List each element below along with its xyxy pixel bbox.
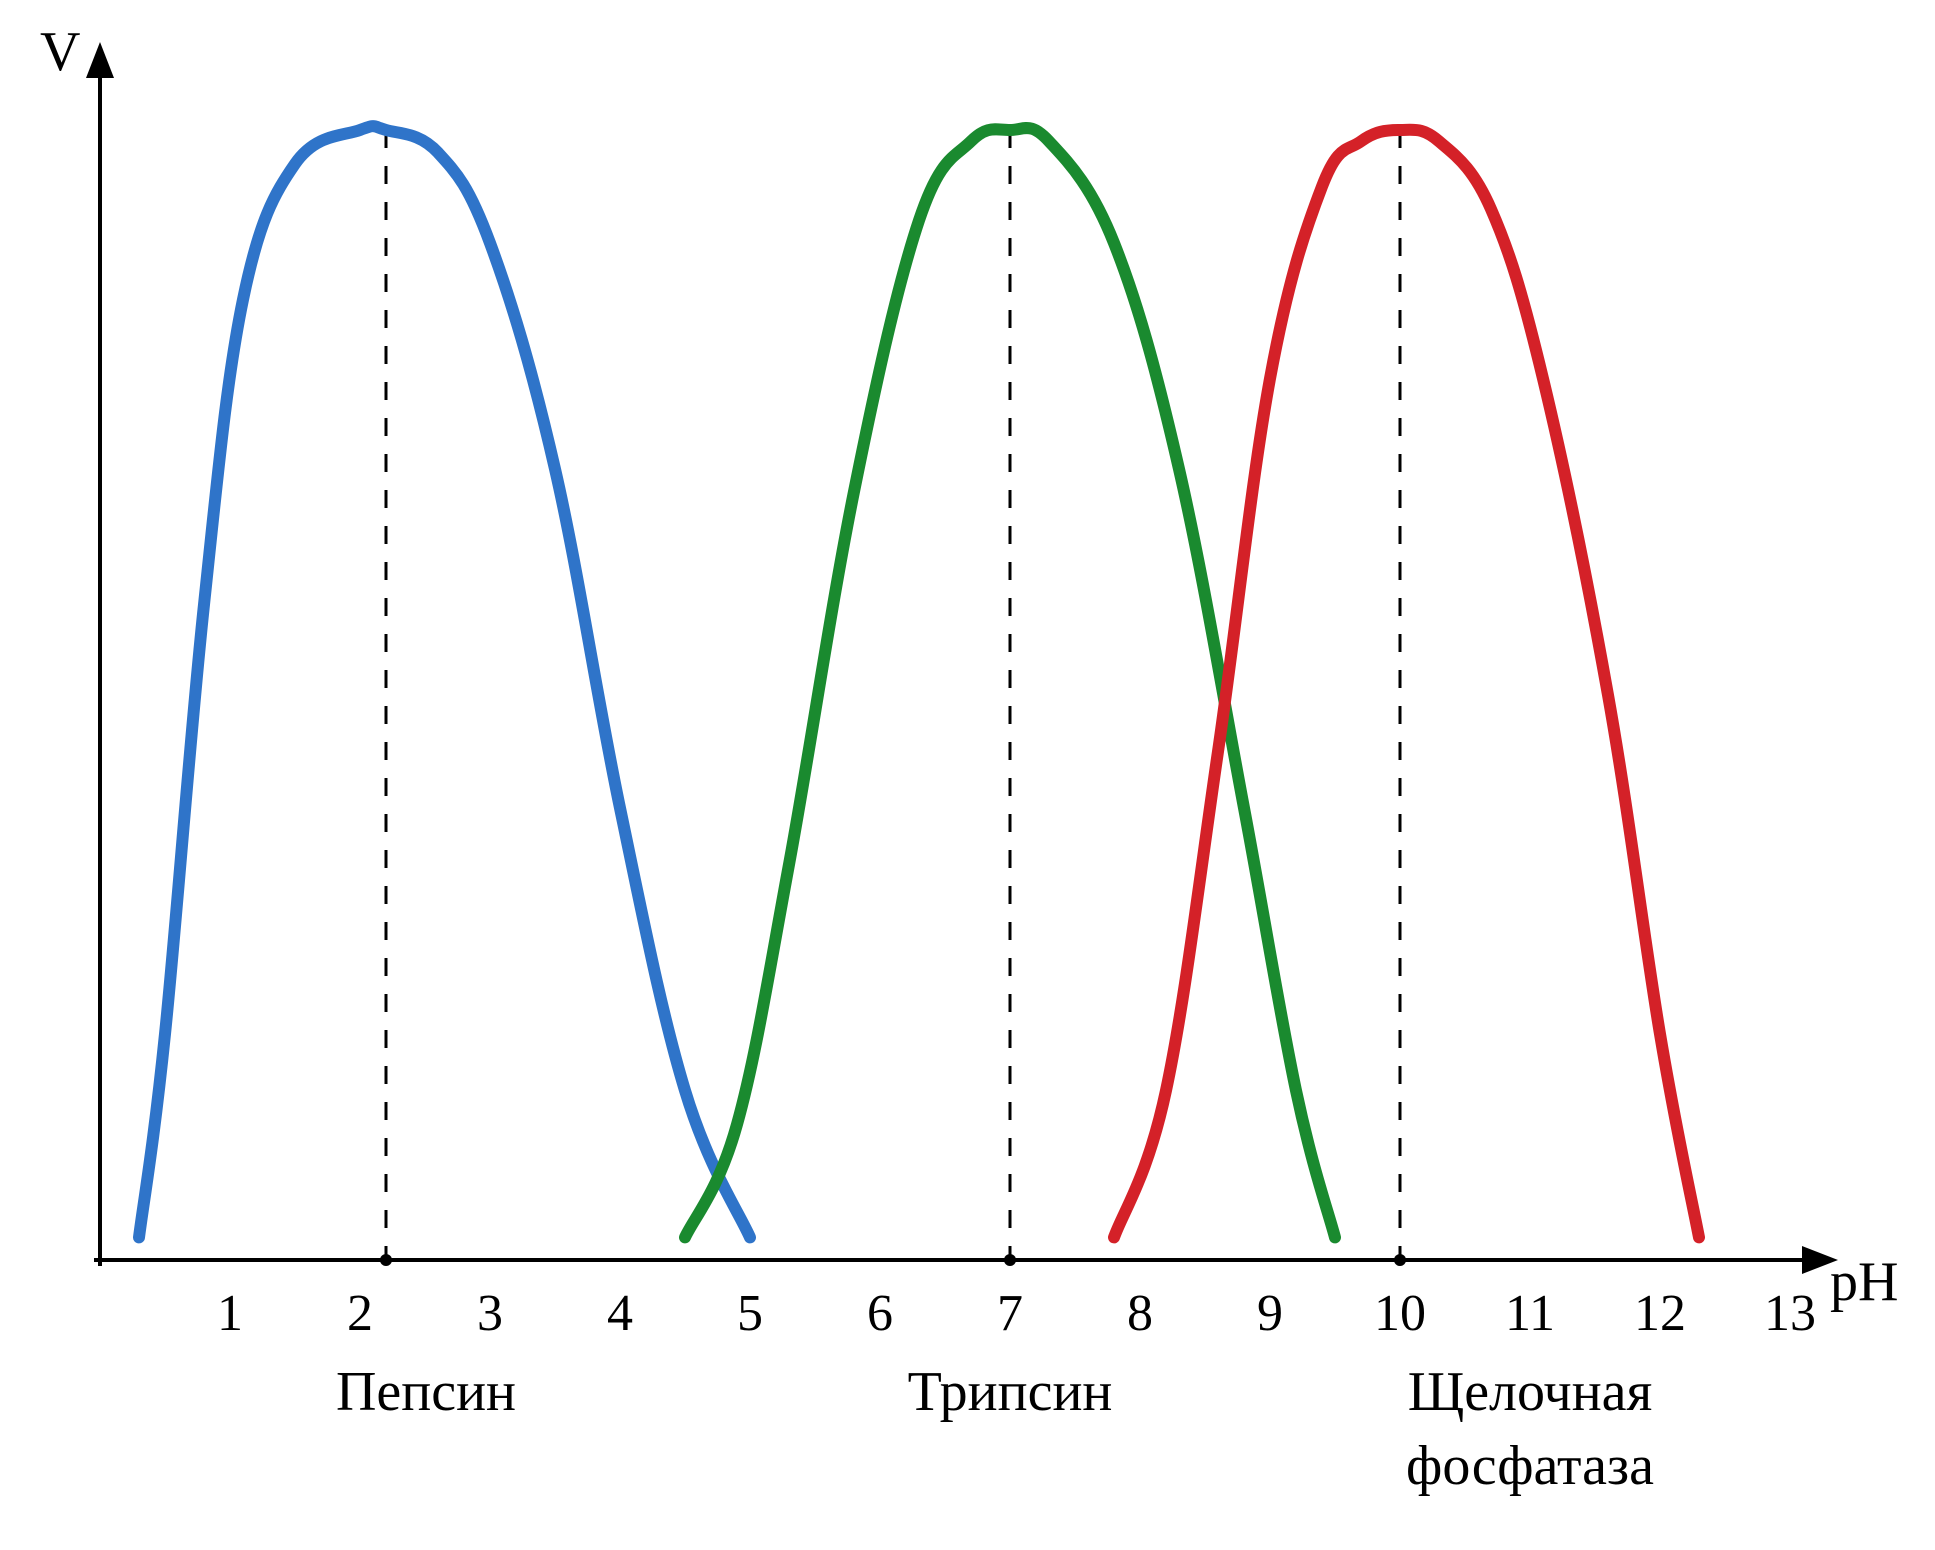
curve-alkaline-phosphatase — [1114, 130, 1699, 1238]
x-tick-label: 9 — [1257, 1285, 1283, 1342]
label-trypsin: Трипсин — [908, 1361, 1113, 1423]
y-axis-label: V — [40, 21, 80, 83]
curve-pepsin — [139, 126, 750, 1237]
x-tick-label: 7 — [997, 1285, 1023, 1342]
x-tick-label: 2 — [347, 1285, 373, 1342]
x-tick-label: 13 — [1764, 1285, 1816, 1342]
x-tick-label: 5 — [737, 1285, 763, 1342]
x-tick-label: 8 — [1127, 1285, 1153, 1342]
enzyme-ph-activity-chart: 12345678910111213 V pH ПепсинТрипсинЩело… — [0, 0, 1935, 1550]
x-tick-label: 11 — [1505, 1285, 1555, 1342]
x-tick-label: 6 — [867, 1285, 893, 1342]
x-tick-label: 12 — [1634, 1285, 1686, 1342]
x-axis-label: pH — [1830, 1251, 1898, 1313]
label-alkaline-phosphatase-line1: Щелочная — [1408, 1361, 1653, 1423]
label-alkaline-phosphatase-line2: фосфатаза — [1406, 1435, 1654, 1497]
x-tick-label: 4 — [607, 1285, 633, 1342]
axes — [86, 42, 1838, 1274]
enzyme-labels: Пепсин Трипсин Щелочная фосфатаза — [336, 1361, 1654, 1497]
y-axis-arrow — [86, 42, 114, 78]
activity-curves — [139, 126, 1699, 1237]
x-tick-label: 3 — [477, 1285, 503, 1342]
x-tick-labels: 12345678910111213 — [217, 1285, 1816, 1342]
x-tick-label: 10 — [1374, 1285, 1426, 1342]
label-pepsin: Пепсин — [336, 1361, 516, 1423]
x-tick-label: 1 — [217, 1285, 243, 1342]
